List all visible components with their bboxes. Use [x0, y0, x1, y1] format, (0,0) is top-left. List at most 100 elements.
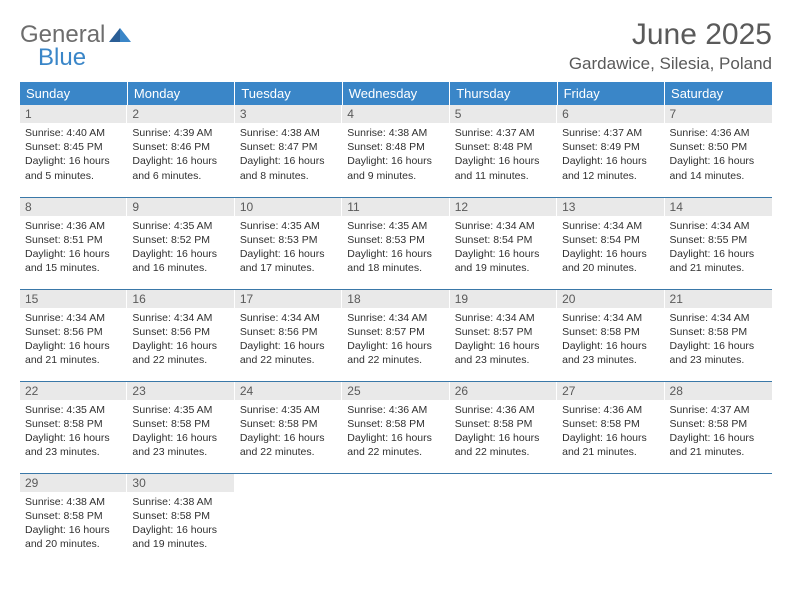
day-body: Sunrise: 4:34 AMSunset: 8:55 PMDaylight:…: [665, 216, 772, 279]
sunset-line: Sunset: 8:48 PM: [347, 140, 444, 154]
calendar-cell: 29Sunrise: 4:38 AMSunset: 8:58 PMDayligh…: [20, 473, 127, 565]
day-body: Sunrise: 4:36 AMSunset: 8:58 PMDaylight:…: [342, 400, 449, 463]
calendar-cell: 30Sunrise: 4:38 AMSunset: 8:58 PMDayligh…: [127, 473, 234, 565]
day-body: Sunrise: 4:38 AMSunset: 8:48 PMDaylight:…: [342, 123, 449, 186]
daylight-line: Daylight: 16 hours and 23 minutes.: [670, 339, 767, 367]
sunrise-line: Sunrise: 4:36 AM: [455, 403, 552, 417]
day-number: 10: [235, 198, 342, 216]
day-body: Sunrise: 4:37 AMSunset: 8:58 PMDaylight:…: [665, 400, 772, 463]
day-number: 4: [342, 105, 449, 123]
sunset-line: Sunset: 8:49 PM: [562, 140, 659, 154]
day-number: 16: [127, 290, 234, 308]
sunset-line: Sunset: 8:54 PM: [562, 233, 659, 247]
day-number: 22: [20, 382, 127, 400]
weekday-header: Tuesday: [235, 82, 342, 105]
sunset-line: Sunset: 8:53 PM: [240, 233, 337, 247]
calendar-cell: 23Sunrise: 4:35 AMSunset: 8:58 PMDayligh…: [127, 381, 234, 473]
weekday-header-row: Sunday Monday Tuesday Wednesday Thursday…: [20, 82, 772, 105]
weekday-header: Monday: [127, 82, 234, 105]
sunset-line: Sunset: 8:51 PM: [25, 233, 122, 247]
sunset-line: Sunset: 8:58 PM: [25, 417, 122, 431]
calendar-cell: 1Sunrise: 4:40 AMSunset: 8:45 PMDaylight…: [20, 105, 127, 197]
day-body: Sunrise: 4:36 AMSunset: 8:51 PMDaylight:…: [20, 216, 127, 279]
calendar-cell: 24Sunrise: 4:35 AMSunset: 8:58 PMDayligh…: [235, 381, 342, 473]
sunset-line: Sunset: 8:58 PM: [455, 417, 552, 431]
brand-mark-icon: [109, 21, 131, 48]
day-body: Sunrise: 4:35 AMSunset: 8:58 PMDaylight:…: [127, 400, 234, 463]
calendar-cell: 21Sunrise: 4:34 AMSunset: 8:58 PMDayligh…: [665, 289, 772, 381]
day-body: Sunrise: 4:34 AMSunset: 8:56 PMDaylight:…: [127, 308, 234, 371]
day-body: Sunrise: 4:38 AMSunset: 8:58 PMDaylight:…: [20, 492, 127, 555]
weekday-header: Thursday: [450, 82, 557, 105]
sunset-line: Sunset: 8:58 PM: [347, 417, 444, 431]
sunrise-line: Sunrise: 4:35 AM: [240, 219, 337, 233]
day-body: Sunrise: 4:34 AMSunset: 8:56 PMDaylight:…: [20, 308, 127, 371]
sunrise-line: Sunrise: 4:34 AM: [455, 219, 552, 233]
sunrise-line: Sunrise: 4:37 AM: [455, 126, 552, 140]
day-number: 29: [20, 474, 127, 492]
calendar-cell: 19Sunrise: 4:34 AMSunset: 8:57 PMDayligh…: [450, 289, 557, 381]
sunrise-line: Sunrise: 4:35 AM: [240, 403, 337, 417]
day-number: 19: [450, 290, 557, 308]
sunset-line: Sunset: 8:56 PM: [132, 325, 229, 339]
day-body: Sunrise: 4:34 AMSunset: 8:57 PMDaylight:…: [342, 308, 449, 371]
sunrise-line: Sunrise: 4:36 AM: [670, 126, 767, 140]
calendar-body: 1Sunrise: 4:40 AMSunset: 8:45 PMDaylight…: [20, 105, 772, 565]
calendar-cell: 10 Sunrise: 4:35 AMSunset: 8:53 PMDayligh…: [235, 197, 342, 289]
sunset-line: Sunset: 8:58 PM: [25, 509, 122, 523]
day-body: Sunrise: 4:34 AMSunset: 8:58 PMDaylight:…: [557, 308, 664, 371]
calendar-row: 29Sunrise: 4:38 AMSunset: 8:58 PMDayligh…: [20, 473, 772, 565]
day-number: 20: [557, 290, 664, 308]
day-body: Sunrise: 4:38 AMSunset: 8:58 PMDaylight:…: [127, 492, 234, 555]
daylight-line: Daylight: 16 hours and 22 minutes.: [240, 339, 337, 367]
daylight-line: Daylight: 16 hours and 22 minutes.: [132, 339, 229, 367]
daylight-line: Daylight: 16 hours and 12 minutes.: [562, 154, 659, 182]
calendar-cell: [557, 473, 664, 565]
calendar-cell: 2Sunrise: 4:39 AMSunset: 8:46 PMDaylight…: [127, 105, 234, 197]
sunset-line: Sunset: 8:56 PM: [240, 325, 337, 339]
month-title: June 2025: [569, 18, 772, 52]
sunset-line: Sunset: 8:52 PM: [132, 233, 229, 247]
day-number: 3: [235, 105, 342, 123]
sunset-line: Sunset: 8:55 PM: [670, 233, 767, 247]
day-body: Sunrise: 4:34 AMSunset: 8:54 PMDaylight:…: [450, 216, 557, 279]
sunrise-line: Sunrise: 4:38 AM: [25, 495, 122, 509]
day-number: 27: [557, 382, 664, 400]
daylight-line: Daylight: 16 hours and 17 minutes.: [240, 247, 337, 275]
daylight-line: Daylight: 16 hours and 14 minutes.: [670, 154, 767, 182]
calendar-cell: 12Sunrise: 4:34 AMSunset: 8:54 PMDayligh…: [450, 197, 557, 289]
calendar-cell: 7Sunrise: 4:36 AMSunset: 8:50 PMDaylight…: [665, 105, 772, 197]
sunset-line: Sunset: 8:58 PM: [670, 325, 767, 339]
calendar-cell: 8Sunrise: 4:36 AMSunset: 8:51 PMDaylight…: [20, 197, 127, 289]
sunset-line: Sunset: 8:50 PM: [670, 140, 767, 154]
day-body: Sunrise: 4:37 AMSunset: 8:48 PMDaylight:…: [450, 123, 557, 186]
sunrise-line: Sunrise: 4:34 AM: [670, 311, 767, 325]
daylight-line: Daylight: 16 hours and 21 minutes.: [562, 431, 659, 459]
weekday-header: Saturday: [665, 82, 772, 105]
daylight-line: Daylight: 16 hours and 8 minutes.: [240, 154, 337, 182]
daylight-line: Daylight: 16 hours and 19 minutes.: [132, 523, 229, 551]
day-body: Sunrise: 4:37 AMSunset: 8:49 PMDaylight:…: [557, 123, 664, 186]
calendar-cell: 13Sunrise: 4:34 AMSunset: 8:54 PMDayligh…: [557, 197, 664, 289]
daylight-line: Daylight: 16 hours and 21 minutes.: [25, 339, 122, 367]
sunset-line: Sunset: 8:53 PM: [347, 233, 444, 247]
calendar-cell: 16Sunrise: 4:34 AMSunset: 8:56 PMDayligh…: [127, 289, 234, 381]
daylight-line: Daylight: 16 hours and 21 minutes.: [670, 247, 767, 275]
sunset-line: Sunset: 8:57 PM: [455, 325, 552, 339]
calendar-cell: [342, 473, 449, 565]
sunrise-line: Sunrise: 4:40 AM: [25, 126, 122, 140]
day-number: 5: [450, 105, 557, 123]
sunrise-line: Sunrise: 4:37 AM: [670, 403, 767, 417]
day-number: 30: [127, 474, 234, 492]
daylight-line: Daylight: 16 hours and 16 minutes.: [132, 247, 229, 275]
calendar-cell: 15Sunrise: 4:34 AMSunset: 8:56 PMDayligh…: [20, 289, 127, 381]
brand-blue: Blue: [38, 47, 131, 70]
sunset-line: Sunset: 8:45 PM: [25, 140, 122, 154]
sunset-line: Sunset: 8:58 PM: [562, 325, 659, 339]
day-number: 8: [20, 198, 127, 216]
sunrise-line: Sunrise: 4:36 AM: [347, 403, 444, 417]
calendar-cell: 22Sunrise: 4:35 AMSunset: 8:58 PMDayligh…: [20, 381, 127, 473]
sunset-line: Sunset: 8:47 PM: [240, 140, 337, 154]
sunrise-line: Sunrise: 4:38 AM: [132, 495, 229, 509]
day-number: 14: [665, 198, 772, 216]
